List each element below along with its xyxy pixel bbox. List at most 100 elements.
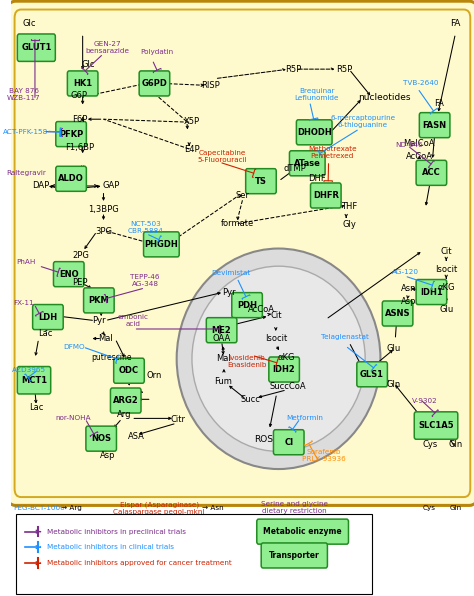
FancyBboxPatch shape: [83, 288, 114, 313]
Text: HK1: HK1: [73, 79, 92, 88]
FancyBboxPatch shape: [290, 151, 325, 176]
Text: Glu: Glu: [386, 344, 401, 353]
Text: formate: formate: [221, 219, 255, 228]
Ellipse shape: [192, 266, 365, 451]
Text: Cys: Cys: [423, 505, 436, 511]
Text: ACT-PFK-158: ACT-PFK-158: [3, 129, 48, 135]
FancyBboxPatch shape: [273, 430, 304, 455]
Text: 3PG: 3PG: [95, 226, 112, 236]
FancyBboxPatch shape: [7, 1, 474, 505]
Text: GLUT1: GLUT1: [21, 43, 52, 52]
Text: AG-120: AG-120: [392, 269, 419, 275]
Text: ARG2: ARG2: [113, 396, 138, 405]
Text: Arg: Arg: [117, 409, 131, 419]
Text: F1,6BP: F1,6BP: [65, 143, 94, 153]
Text: Brequinar
Leflunomide: Brequinar Leflunomide: [294, 88, 339, 101]
Text: DHFR: DHFR: [313, 191, 339, 200]
FancyBboxPatch shape: [310, 183, 341, 208]
Text: PKM: PKM: [89, 296, 109, 305]
Text: Fum: Fum: [214, 377, 232, 386]
Text: Pyr: Pyr: [92, 316, 106, 325]
Text: E4P: E4P: [184, 144, 199, 154]
Text: ASA: ASA: [128, 432, 145, 441]
Text: Transporter: Transporter: [269, 551, 319, 560]
Text: Asp: Asp: [100, 451, 116, 460]
Text: Isocit: Isocit: [264, 334, 287, 343]
FancyBboxPatch shape: [15, 10, 470, 497]
Text: Metabolic inhibitors in preclinical trials: Metabolic inhibitors in preclinical tria…: [47, 529, 186, 535]
Text: AcCoA: AcCoA: [406, 151, 433, 161]
FancyBboxPatch shape: [261, 543, 328, 568]
Text: Serine and glycine
dietary restriction: Serine and glycine dietary restriction: [261, 501, 328, 514]
Text: IDH1: IDH1: [420, 287, 443, 297]
Text: SuccCoA: SuccCoA: [270, 381, 306, 391]
FancyBboxPatch shape: [232, 293, 262, 318]
Text: FA: FA: [450, 19, 461, 29]
Text: → Arg: → Arg: [61, 505, 82, 511]
Text: ACC: ACC: [422, 168, 441, 178]
FancyBboxPatch shape: [357, 362, 387, 387]
Text: R5P: R5P: [336, 64, 353, 74]
Text: Capecitabine
5-Fluorouracil: Capecitabine 5-Fluorouracil: [197, 150, 247, 163]
FancyBboxPatch shape: [419, 113, 450, 138]
Text: Metformin: Metformin: [286, 415, 323, 421]
Text: Ivosidenib
Enasidenib: Ivosidenib Enasidenib: [228, 355, 267, 368]
Text: PFKP: PFKP: [59, 129, 83, 139]
Text: Metabolic enzyme: Metabolic enzyme: [264, 527, 342, 536]
Text: → Asn: → Asn: [201, 505, 223, 511]
Text: Mal: Mal: [217, 354, 231, 364]
Text: αKG: αKG: [277, 353, 295, 362]
Text: TS: TS: [255, 176, 267, 186]
Text: MalCoA: MalCoA: [403, 138, 435, 148]
FancyBboxPatch shape: [17, 514, 372, 594]
Text: SLC1A5: SLC1A5: [418, 421, 454, 430]
Text: Raltegravir: Raltegravir: [7, 170, 46, 176]
FancyBboxPatch shape: [67, 71, 98, 96]
Text: AcCoA: AcCoA: [247, 305, 274, 315]
Text: ROS: ROS: [254, 435, 273, 445]
FancyBboxPatch shape: [33, 305, 63, 330]
Text: ENO: ENO: [59, 269, 79, 279]
Text: NCT-503
CBR-5884: NCT-503 CBR-5884: [127, 221, 163, 234]
Text: GAP: GAP: [102, 181, 119, 191]
Text: F6P: F6P: [72, 114, 87, 124]
Text: NOS: NOS: [91, 434, 111, 443]
Text: Devimistat: Devimistat: [212, 270, 251, 276]
Text: X5P: X5P: [183, 117, 200, 126]
Text: Citr: Citr: [170, 415, 185, 424]
Text: Glc: Glc: [23, 19, 36, 29]
Text: MCT1: MCT1: [21, 375, 47, 385]
FancyBboxPatch shape: [246, 169, 276, 194]
Text: DAP: DAP: [32, 181, 50, 191]
Text: Asp: Asp: [401, 297, 416, 306]
Text: Isocit: Isocit: [435, 265, 457, 274]
Text: 1,3BPG: 1,3BPG: [88, 205, 119, 215]
Text: TEPP-46
AG-348: TEPP-46 AG-348: [130, 274, 160, 287]
Text: Mal: Mal: [99, 334, 113, 343]
Text: dTMP: dTMP: [284, 163, 307, 173]
Text: V-9302: V-9302: [411, 398, 438, 403]
Text: THF: THF: [341, 201, 357, 211]
Ellipse shape: [177, 249, 381, 469]
Text: OAA: OAA: [212, 334, 231, 343]
Text: ATase: ATase: [294, 159, 321, 168]
Text: PHGDH: PHGDH: [145, 240, 178, 249]
Text: FA: FA: [434, 99, 444, 108]
Text: Methotrexate
Pemetrexed: Methotrexate Pemetrexed: [308, 146, 356, 159]
FancyBboxPatch shape: [54, 262, 84, 287]
Text: G6PD: G6PD: [142, 79, 167, 88]
Text: DHF: DHF: [308, 174, 326, 184]
FancyBboxPatch shape: [296, 120, 332, 145]
Text: FASN: FASN: [423, 120, 447, 130]
Text: IDH2: IDH2: [273, 365, 295, 374]
Text: GEN-27
bensarazide: GEN-27 bensarazide: [85, 41, 129, 54]
Text: Gly: Gly: [342, 219, 356, 229]
Text: Cys: Cys: [422, 439, 438, 449]
Text: Sorafenib
PRLX 93936: Sorafenib PRLX 93936: [302, 449, 346, 462]
FancyBboxPatch shape: [416, 160, 447, 185]
FancyBboxPatch shape: [416, 280, 447, 305]
Text: 2PG: 2PG: [72, 250, 89, 260]
Text: DHODH: DHODH: [297, 128, 332, 137]
Text: Telaglenastat: Telaglenastat: [321, 334, 369, 340]
Text: Cit: Cit: [270, 311, 282, 321]
